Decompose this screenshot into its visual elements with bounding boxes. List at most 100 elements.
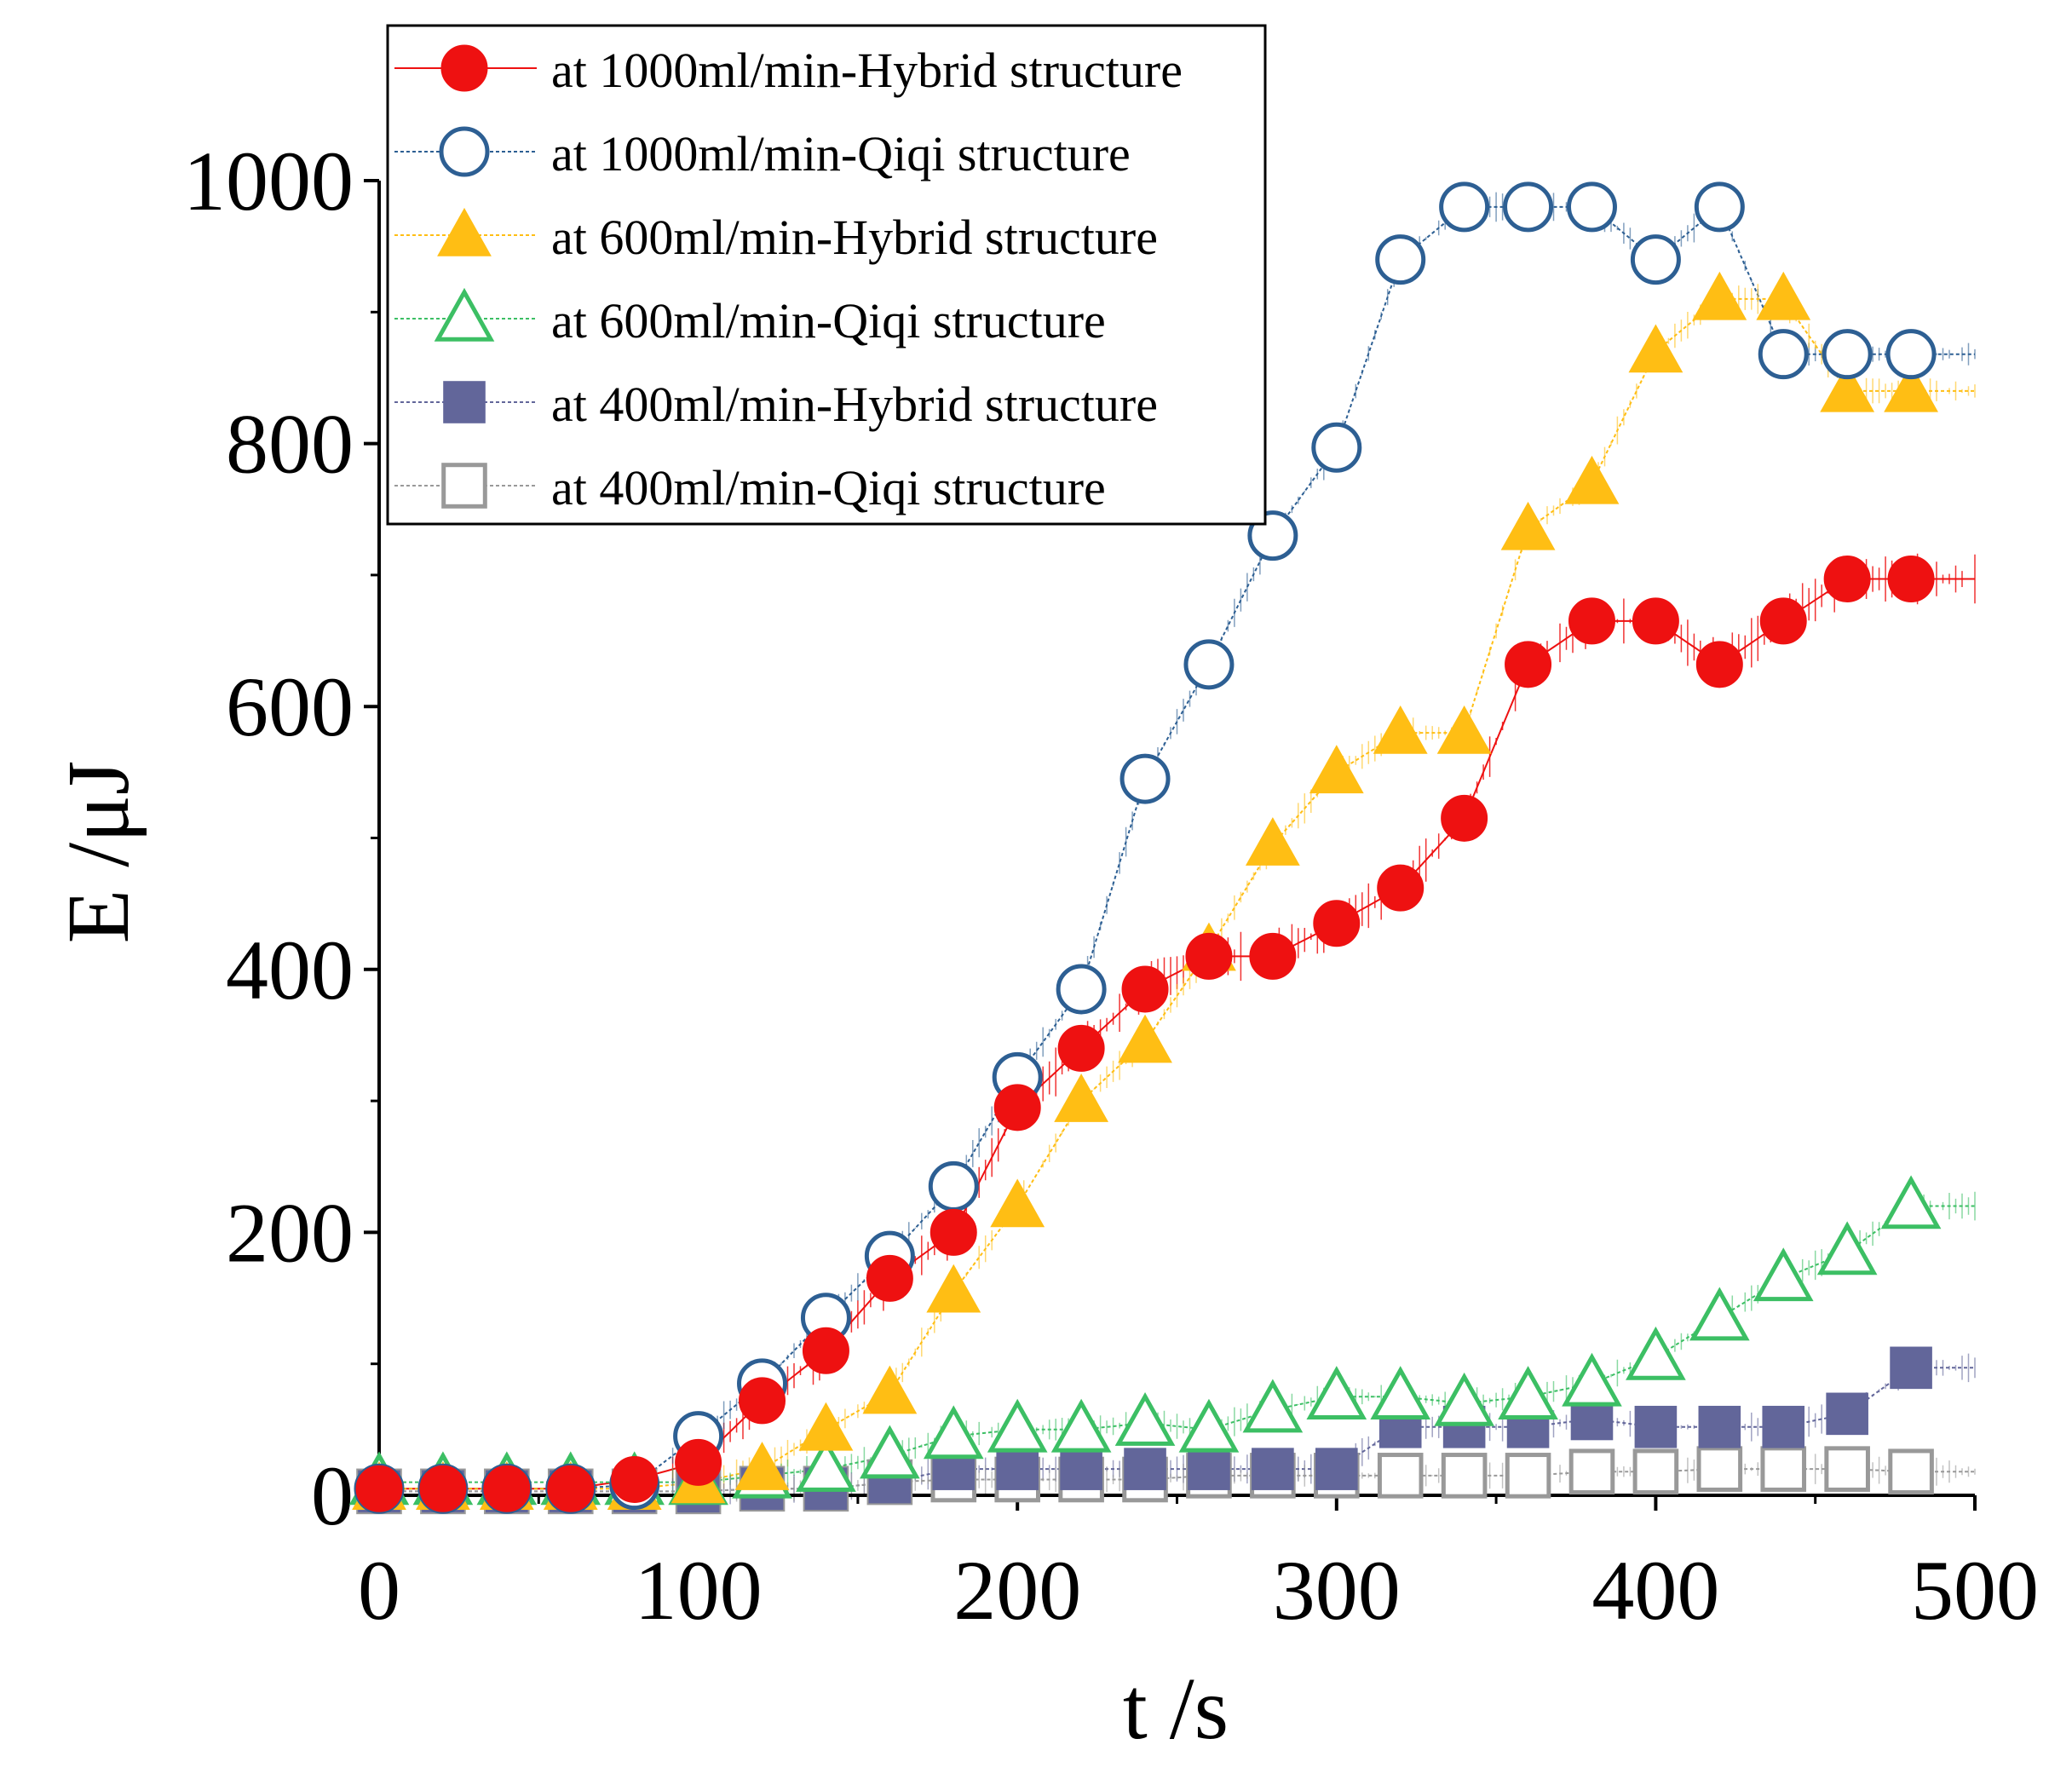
data-point <box>862 1365 918 1414</box>
data-point <box>1888 1448 1934 1495</box>
data-point <box>1375 234 1426 285</box>
data-point <box>1309 745 1364 794</box>
data-point <box>734 1442 790 1490</box>
data-point <box>1692 271 1747 320</box>
data-point <box>1566 181 1617 233</box>
data-point <box>1885 329 1937 380</box>
legend-label: at 400ml/min-Hybrid structure <box>551 377 1158 432</box>
data-point <box>419 1465 467 1512</box>
data-point <box>1498 1366 1558 1419</box>
data-point <box>611 1455 659 1503</box>
data-point <box>987 1398 1048 1453</box>
data-point <box>1119 753 1171 804</box>
data-point <box>926 1264 981 1313</box>
data-point <box>1060 1448 1102 1490</box>
data-point <box>1824 1446 1870 1492</box>
data-point <box>1436 705 1492 754</box>
data-point <box>1694 181 1745 233</box>
legend-marker <box>443 381 486 423</box>
data-point <box>996 1448 1039 1490</box>
x-tick-label: 200 <box>953 1543 1081 1638</box>
data-point <box>990 1178 1045 1228</box>
y-tick-label: 0 <box>311 1448 354 1543</box>
data-point <box>1114 1391 1176 1446</box>
data-point <box>798 1402 854 1451</box>
legend: at 1000ml/min-Hybrid structure at 1000ml/… <box>386 24 1267 526</box>
data-point <box>1178 1398 1240 1453</box>
series-markers <box>348 181 1942 1515</box>
legend-label: at 600ml/min-Qiqi structure <box>551 293 1106 348</box>
data-point <box>1183 639 1235 690</box>
data-point <box>1441 1453 1488 1499</box>
x-tick-label: 500 <box>1911 1543 2039 1638</box>
x-tick-label: 100 <box>635 1543 763 1638</box>
data-point <box>1887 556 1935 603</box>
data-point <box>1760 1446 1807 1492</box>
data-point <box>1820 363 1875 412</box>
data-point <box>547 1465 595 1512</box>
data-point <box>1753 1247 1814 1302</box>
y-axis-label: E /μJ <box>49 761 147 944</box>
legend-marker <box>441 463 487 509</box>
data-point <box>1056 964 1107 1015</box>
x-tick-label: 300 <box>1273 1543 1401 1638</box>
data-point <box>1245 817 1300 866</box>
legend-marker <box>434 287 495 342</box>
data-point <box>1505 1453 1551 1499</box>
data-point <box>1689 1287 1750 1341</box>
data-point <box>1370 1366 1431 1419</box>
x-axis-label: t /s <box>1123 1660 1229 1758</box>
data-point <box>1630 234 1681 285</box>
data-point <box>1050 1398 1112 1453</box>
data-point <box>1242 1379 1304 1433</box>
data-point <box>923 1405 984 1460</box>
data-point <box>1562 1352 1622 1407</box>
y-tick-label: 400 <box>226 923 354 1017</box>
data-point <box>1632 1448 1679 1495</box>
data-point <box>802 1327 849 1374</box>
data-point <box>1759 597 1807 645</box>
data-point <box>1313 900 1361 947</box>
data-point <box>1306 1366 1367 1419</box>
data-point <box>1057 1024 1105 1072</box>
tick-labels: 0 100 200 300 400 500 0 200 400 600 800 1000 <box>183 134 2039 1638</box>
data-point <box>1880 1175 1942 1229</box>
data-point <box>930 1208 977 1256</box>
data-point <box>1124 1448 1166 1490</box>
data-point <box>1695 641 1743 688</box>
legend-marker <box>437 207 492 256</box>
data-point <box>860 1425 920 1479</box>
legend-box <box>386 24 1267 526</box>
data-point <box>1634 1405 1678 1448</box>
data-point <box>1441 794 1488 842</box>
data-point <box>1696 1446 1743 1492</box>
data-point <box>1054 1074 1109 1122</box>
x-tick-label: 0 <box>358 1543 400 1638</box>
data-point <box>1500 501 1556 550</box>
data-point <box>1626 1326 1686 1380</box>
data-point <box>1890 1346 1932 1390</box>
legend-label: at 600ml/min-Hybrid structure <box>551 210 1158 265</box>
data-point <box>1632 597 1679 645</box>
data-point <box>1762 1405 1805 1448</box>
data-point <box>1311 422 1362 473</box>
y-tick-label: 1000 <box>183 134 354 228</box>
data-point <box>993 1084 1041 1131</box>
data-point <box>1568 597 1615 645</box>
data-point <box>355 1465 403 1512</box>
data-point <box>1185 932 1233 980</box>
data-point <box>1628 324 1684 373</box>
data-point <box>1503 181 1554 233</box>
data-point <box>1823 556 1871 603</box>
data-point <box>1756 271 1811 320</box>
data-point <box>1315 1448 1358 1490</box>
data-point <box>1816 1221 1878 1275</box>
data-point <box>675 1438 722 1486</box>
y-tick-label: 800 <box>226 397 354 492</box>
data-point <box>1434 1372 1494 1426</box>
data-point <box>1698 1405 1741 1448</box>
legend-label: at 1000ml/min-Hybrid structure <box>551 43 1183 98</box>
y-tick-label: 600 <box>226 659 354 754</box>
